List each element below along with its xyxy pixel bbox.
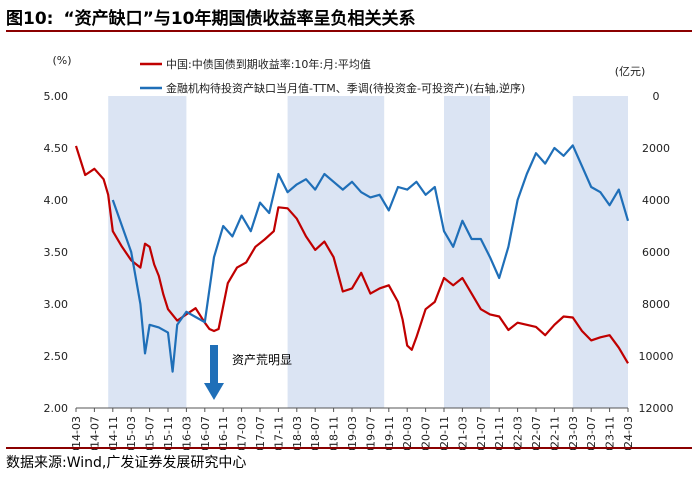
figure-number: 图10:: [6, 9, 54, 29]
y-right-tick-label: 0: [653, 90, 660, 103]
series-lines: [74, 144, 630, 373]
x-tick-label: 2017-07: [254, 416, 267, 450]
annotation-label: 资产荒明显: [232, 353, 292, 367]
annotation: 资产荒明显: [204, 345, 292, 400]
chart-title: 图10: “资产缺口”与10年期国债收益率呈负相关关系: [6, 4, 415, 29]
x-tick-label: 2022-11: [548, 416, 561, 450]
legend-label: 金融机构待投资产缺口当月值-TTM、季调(待投资金-可投资产)(右轴,逆序): [166, 81, 525, 95]
y-left-tick-label: 4.00: [44, 194, 69, 207]
x-tick-label: 2016-07: [199, 416, 212, 450]
shaded-periods: [108, 96, 628, 408]
x-tick-label: 2024-03: [622, 416, 635, 450]
data-source: 数据来源:Wind,广发证券发展研究中心: [6, 455, 247, 471]
title-divider: [6, 30, 692, 32]
x-tick-label: 2020-07: [420, 416, 433, 450]
x-tick-label: 2021-11: [493, 416, 506, 450]
x-tick-label: 2023-07: [585, 416, 598, 450]
y-right-tick-label: 6000: [642, 246, 670, 259]
legend-label: 中国:中债国债到期收益率:10年:月:平均值: [166, 57, 371, 71]
x-tick-label: 2015-03: [125, 416, 138, 450]
x-tick-label: 2023-03: [567, 416, 580, 450]
x-tick-label: 2020-11: [438, 416, 451, 450]
x-tick-label: 2017-11: [272, 416, 285, 450]
y-left-tick-label: 2.50: [44, 350, 69, 363]
y-right-tick-label: 12000: [639, 402, 674, 415]
x-tick-label: 2021-03: [456, 416, 469, 450]
x-tick-label: 2020-03: [401, 416, 414, 450]
x-tick-label: 2019-07: [364, 416, 377, 450]
y-right-tick-label: 4000: [642, 194, 670, 207]
y-left-tick-label: 4.50: [44, 142, 69, 155]
x-tick-label: 2022-03: [512, 416, 525, 450]
shaded-period: [572, 96, 628, 408]
x-tick-label: 2018-07: [309, 416, 322, 450]
shaded-period: [287, 96, 385, 408]
x-tick-label: 2018-11: [328, 416, 341, 450]
x-tick-label: 2014-03: [70, 416, 83, 450]
shaded-period: [444, 96, 490, 408]
x-tick-label: 2015-11: [162, 416, 175, 450]
y-left-tick-label: 2.00: [44, 402, 69, 415]
y-left-unit: (%): [52, 54, 71, 67]
y-right-tick-label: 2000: [642, 142, 670, 155]
axes: (%) (亿元) 5.00 4.50 4.00 3.50 3.00 2.50 2.00 0 2000…: [44, 54, 674, 450]
x-tick-label: 2023-11: [604, 416, 617, 450]
y-right-tick-label: 8000: [642, 298, 670, 311]
x-tick-label: 2014-07: [88, 416, 101, 450]
bond-yield-line: [74, 145, 629, 364]
y-left-tick-label: 3.50: [44, 246, 69, 259]
dual-axis-line-chart: (%) (亿元) 5.00 4.50 4.00 3.50 3.00 2.50 2.00 0 2000…: [44, 54, 674, 450]
x-tick-label: 2014-11: [107, 416, 120, 450]
x-tick-label: 2022-07: [530, 416, 543, 450]
annotation-arrow-head: [204, 383, 224, 400]
figure-title-text: “资产缺口”与10年期国债收益率呈负相关关系: [63, 9, 416, 29]
x-tick-label: 2019-11: [383, 416, 396, 450]
x-tick-label: 2015-07: [144, 416, 157, 450]
x-tick-label: 2016-11: [217, 416, 230, 450]
source-divider: [6, 447, 692, 449]
x-tick-label: 2017-03: [236, 416, 249, 450]
legend: 中国:中债国债到期收益率:10年:月:平均值金融机构待投资产缺口当月值-TTM、…: [140, 57, 525, 95]
y-right-unit: (亿元): [615, 65, 646, 78]
x-tick-label: 2018-03: [291, 416, 304, 450]
x-tick-label: 2019-03: [346, 416, 359, 450]
y-left-tick-label: 5.00: [44, 90, 69, 103]
x-tick-label: 2021-07: [475, 416, 488, 450]
x-tick-label: 2016-03: [180, 416, 193, 450]
annotation-arrow-shaft: [210, 345, 218, 383]
y-right-tick-label: 10000: [639, 350, 674, 363]
y-left-tick-label: 3.00: [44, 298, 69, 311]
asset-gap-line: [111, 144, 630, 373]
